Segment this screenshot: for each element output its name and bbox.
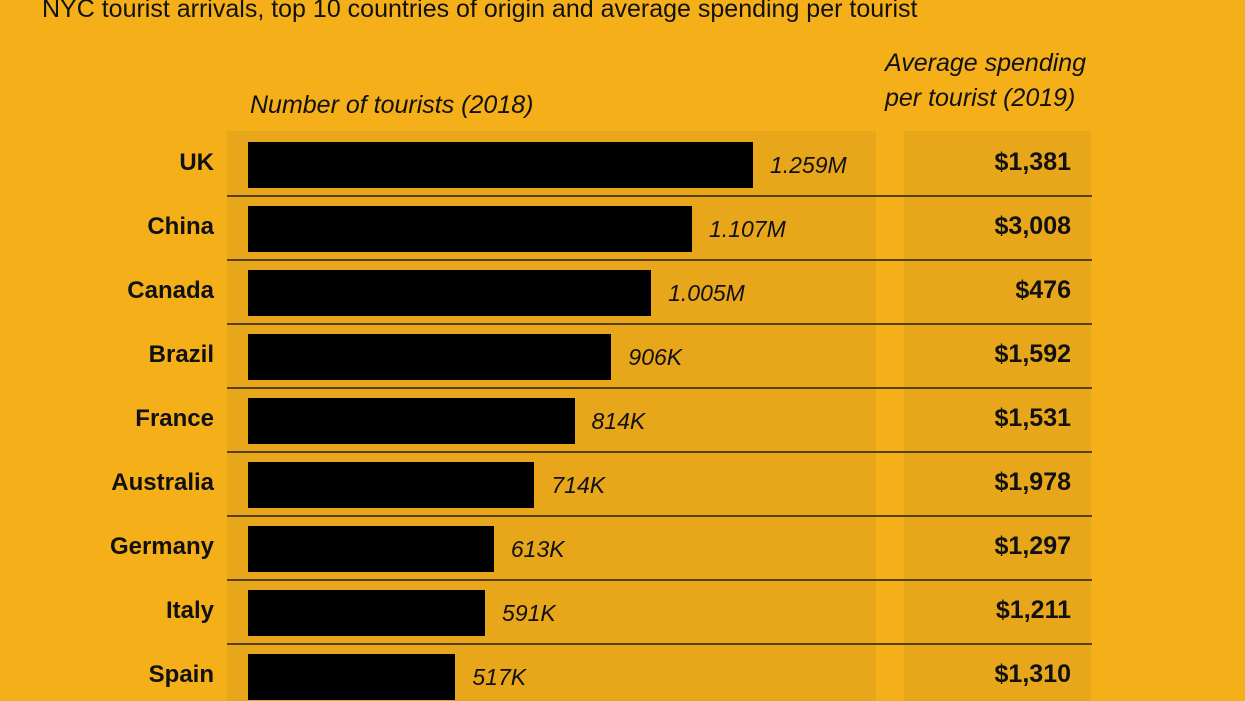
row-divider: [227, 515, 1092, 517]
row-divider: [227, 387, 1092, 389]
bar: [248, 526, 494, 572]
bar: [248, 142, 753, 188]
spending-panel: [904, 131, 1091, 701]
value-label: 906K: [628, 344, 683, 370]
category-label: Italy: [165, 597, 214, 624]
row-divider: [227, 195, 1092, 197]
spending-value: $1,211: [995, 596, 1071, 624]
bar: [248, 270, 652, 316]
bar: [248, 590, 486, 636]
value-label: 1.107M: [709, 216, 786, 242]
category-label: Germany: [109, 533, 214, 560]
value-label: 714K: [551, 472, 606, 498]
bar: [248, 398, 575, 444]
category-label: Canada: [127, 277, 214, 304]
spending-value: $1,531: [994, 404, 1071, 432]
value-label: 613K: [510, 536, 565, 562]
spending-value: $1,381: [994, 148, 1071, 176]
category-label: Spain: [148, 661, 214, 688]
value-label: 1.005M: [668, 280, 745, 306]
bar: [248, 654, 456, 700]
bar-header: Number of tourists (2018): [250, 91, 534, 119]
spending-value: $3,008: [994, 212, 1071, 240]
row-divider: [227, 323, 1092, 325]
spending-value: $1,978: [994, 468, 1071, 496]
bar: [248, 206, 693, 252]
value-label: 1.259M: [770, 152, 847, 178]
spending-value: $1,297: [994, 532, 1071, 560]
row-divider: [227, 643, 1092, 645]
value-label: 591K: [502, 600, 556, 626]
category-label: Brazil: [148, 341, 214, 368]
category-label: France: [135, 405, 214, 432]
spending-value: $1,592: [994, 340, 1071, 368]
category-label: Australia: [111, 469, 214, 496]
bar: [248, 334, 612, 380]
spending-header-line1: Average spending: [885, 49, 1087, 77]
value-label: 517K: [472, 664, 527, 690]
category-label: UK: [179, 149, 214, 176]
bar: [248, 462, 535, 508]
row-divider: [227, 579, 1092, 581]
category-label: China: [147, 213, 214, 240]
chart-title: NYC tourist arrivals, top 10 countries o…: [42, 0, 918, 23]
spending-value: $1,310: [994, 660, 1071, 688]
spending-value: $476: [1015, 276, 1071, 304]
row-divider: [227, 451, 1092, 453]
spending-header-line2: per tourist (2019): [885, 84, 1076, 112]
row-divider: [227, 259, 1092, 261]
value-label: 814K: [591, 408, 646, 434]
